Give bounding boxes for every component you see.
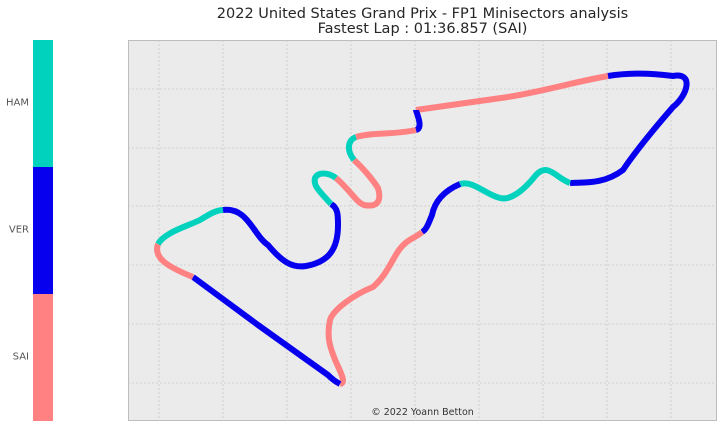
- colorbar-segment-ham: [33, 40, 53, 167]
- track-segment-sai: [415, 73, 609, 113]
- track-segment-ham: [459, 167, 572, 202]
- colorbar-label-ver: VER: [8, 224, 29, 236]
- track-segment-ver: [191, 274, 342, 387]
- track-segment-ver: [413, 109, 423, 133]
- credit-text: © 2022 Yoann Betton: [371, 407, 474, 418]
- track-segment-ham: [311, 170, 338, 207]
- track-segment-sai: [154, 242, 195, 280]
- track-segment-sai: [325, 229, 425, 387]
- chart-subtitle: Fastest Lap : 01:36.857 (SAI): [317, 21, 528, 37]
- track-segment-ham: [346, 134, 358, 162]
- colorbar-segment-ver: [33, 167, 53, 294]
- chart-title: 2022 United States Grand Prix - FP1 Mini…: [216, 6, 629, 22]
- track-segment-ver: [569, 70, 690, 186]
- colorbar: [33, 40, 53, 421]
- track-segment-ver: [222, 201, 341, 270]
- colorbar-label-sai: SAI: [12, 351, 29, 363]
- track-segment-sai: [334, 157, 383, 209]
- plot-area: [128, 40, 717, 421]
- track: [154, 70, 690, 387]
- track-segment-sai: [355, 127, 417, 140]
- track-segment-ver: [420, 181, 462, 235]
- colorbar-label-ham: HAM: [6, 97, 29, 109]
- grid: [128, 40, 717, 421]
- colorbar-segment-sai: [33, 294, 53, 421]
- track-segment-ham: [155, 207, 224, 246]
